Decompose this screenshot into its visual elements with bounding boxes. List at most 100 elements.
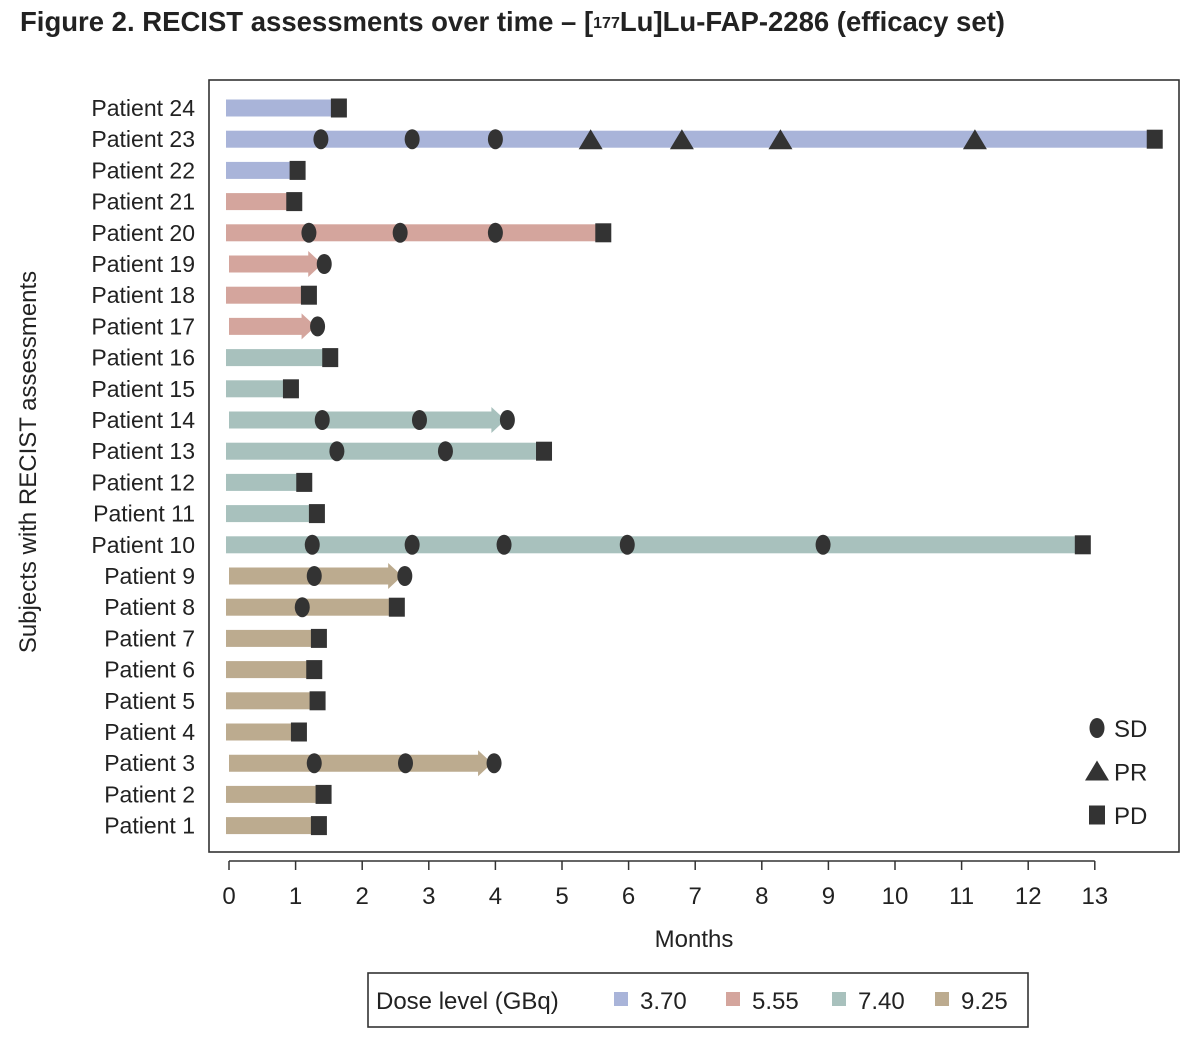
patient-label: Patient 3 [104,750,195,776]
patient-label: Patient 6 [104,657,195,683]
x-tick-label: 12 [1015,883,1042,910]
patient-bar [226,785,323,803]
patient-label: Patient 12 [91,469,195,495]
sd-marker [815,534,831,555]
patient-label: Patient 4 [104,719,195,745]
patient-bar [226,629,318,647]
pd-marker [1146,129,1163,149]
patient-label: Patient 7 [104,625,195,651]
patient-bar [226,99,336,117]
pd-marker [310,816,327,836]
sd-marker [397,753,413,774]
response-legend-label: PD [1114,803,1147,830]
legend-sd-icon [1089,718,1105,738]
sd-marker [397,566,413,586]
patient-labels: Patient 24 Patient 23 Patient 22 Patient 21… [91,95,195,839]
pd-marker [388,597,405,617]
dose-legend-box [367,972,1029,1028]
patient-label: Patient 24 [91,95,195,121]
sd-marker [487,222,503,243]
x-tick-label: 11 [949,883,974,910]
x-tick-label: 4 [489,883,502,910]
sd-marker [496,534,512,555]
figure-title-end: Lu]Lu-FAP-2286 (efficacy set) [619,6,1005,37]
dose-legend-label: 7.40 [858,988,905,1015]
x-tick-label: 1 [289,883,302,910]
pr-marker [578,129,603,150]
x-tick-label: 3 [422,883,435,910]
pd-marker [300,285,317,305]
sd-marker [329,441,345,462]
dose-legend-label: 9.25 [961,988,1008,1015]
x-tick-label: 2 [356,883,369,910]
pd-marker [289,160,306,180]
sd-marker [404,129,420,150]
patient-bar [226,130,1155,148]
legend-pd-icon [1089,805,1105,825]
patient-bar-ongoing [229,750,493,777]
patient-label: Patient 20 [91,220,195,246]
patient-label: Patient 21 [91,189,195,215]
patient-label: Patient 11 [93,501,195,527]
pd-marker [306,660,323,680]
response-legend: SD PR PD [1085,716,1147,830]
patient-label: Patient 9 [104,563,195,589]
pd-marker [308,504,325,524]
pd-marker [290,722,307,742]
y-axis-title: Subjects with RECIST assessments [15,271,42,653]
sd-marker [316,254,332,274]
patient-label: Patient 18 [91,282,195,308]
patient-bar [226,380,289,398]
dose-legend-label: 3.70 [640,988,687,1015]
dose-legend-swatch [614,992,628,1006]
patient-bar [226,473,303,491]
patient-label: Patient 22 [91,157,195,183]
patient-bar-ongoing [229,251,323,277]
patient-label: Patient 8 [104,594,195,620]
sd-marker [411,410,427,430]
sd-marker [486,753,502,774]
plot-frame [208,79,1180,853]
patient-bar [226,193,293,211]
pd-marker [310,628,327,648]
dose-legend-swatch [935,992,949,1006]
patient-label: Patient 1 [104,813,195,839]
patient-bar [226,661,313,679]
patient-label: Patient 5 [104,688,195,714]
x-tick-label: 0 [222,883,235,910]
sd-marker [437,441,453,462]
sd-marker [314,410,330,430]
patient-bar [226,817,318,835]
dose-legend-swatch [726,992,740,1006]
pr-marker [768,129,793,150]
pr-marker [962,129,987,150]
pd-marker [595,223,612,243]
patient-bar [226,536,1082,554]
patient-bar [226,598,396,616]
x-axis: 0 1 2 3 4 5 6 7 8 9 10 11 12 13 [222,860,1108,910]
sd-marker [313,129,329,150]
patient-label: Patient 17 [91,313,195,339]
x-tick-label: 5 [555,883,568,910]
patient-label: Patient 19 [91,251,195,277]
pd-marker [309,691,326,711]
figure-title-superscript: 177 [593,15,620,32]
x-tick-label: 10 [882,883,909,910]
patient-label: Patient 14 [91,407,195,433]
pd-marker [1074,535,1091,555]
sd-marker [301,222,317,243]
sd-marker [310,316,326,337]
sd-marker [392,222,408,243]
pd-marker [282,379,299,399]
sd-marker [619,534,635,555]
patient-bar [226,349,329,367]
x-tick-label: 7 [689,883,702,910]
patient-bar [226,224,602,242]
patient-bar [226,286,306,304]
patient-bar [226,505,316,523]
patient-label: Patient 13 [91,438,195,464]
patient-bar [226,442,543,460]
x-tick-label: 13 [1081,883,1108,910]
legend-pr-icon [1085,760,1109,781]
